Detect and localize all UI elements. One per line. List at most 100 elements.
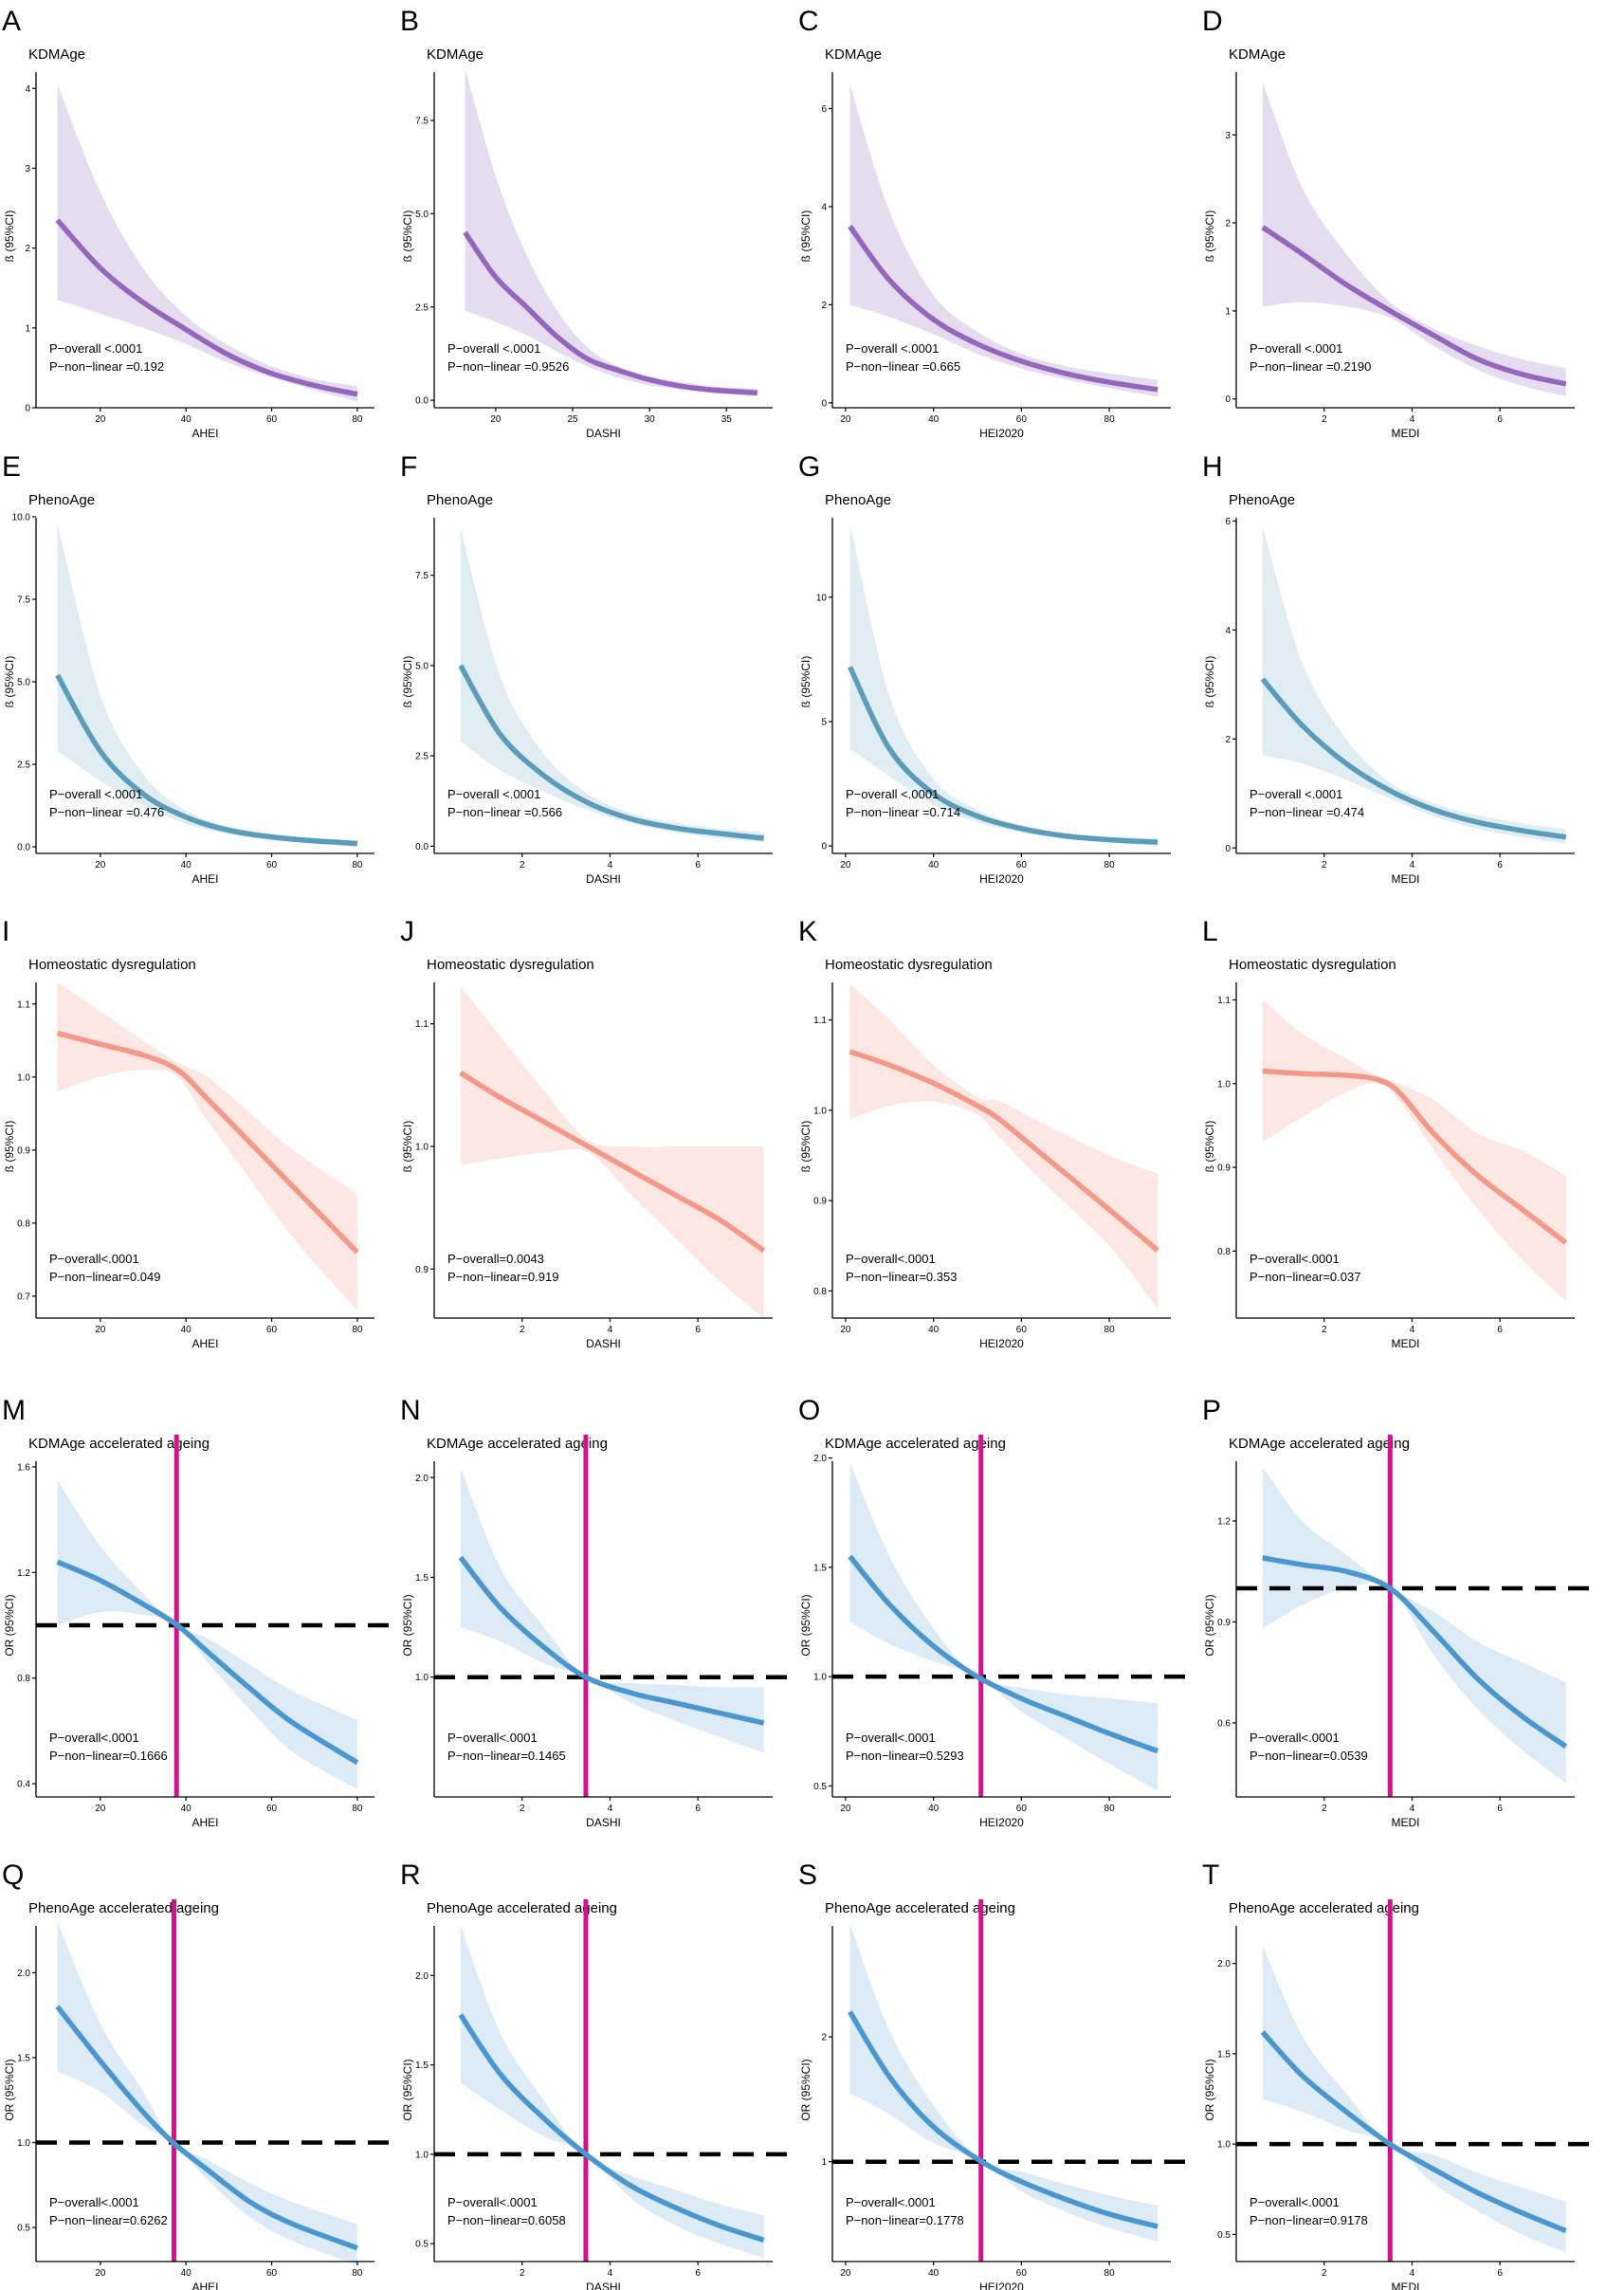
- y-tick-label: 0.5: [1217, 2230, 1231, 2241]
- x-tick-label: 40: [928, 1804, 940, 1814]
- p-overall-text: P−overall<.0001: [49, 1731, 139, 1745]
- panel-k: K Homeostatic dysregulation 0.8 0.9 1.0 1.1 20…: [798, 916, 1171, 1350]
- x-axis-title: DASHI: [586, 872, 621, 886]
- y-tick-label: 1.0: [415, 1143, 429, 1153]
- panel-letter: J: [400, 916, 414, 947]
- panel-letter: O: [798, 1395, 820, 1426]
- y-axis-title: ß (95%CI): [401, 656, 414, 708]
- ci-band: [1262, 1467, 1566, 1784]
- ci-band: [57, 1479, 357, 1789]
- panel-title: PhenoAge accelerated ageing: [427, 1900, 617, 1916]
- y-axis-title: ß (95%CI): [799, 656, 812, 708]
- y-tick-label: 7.5: [17, 595, 30, 605]
- y-axis-title: ß (95%CI): [1203, 656, 1216, 708]
- y-tick-label: 3: [25, 164, 30, 174]
- x-tick-label: 35: [721, 414, 733, 425]
- panel-c: C KDMAge 0 2 4 6 20 40 60 80 HEI2020 ß (95%CI) P−ove…: [798, 6, 1171, 440]
- y-tick-label: 1.1: [17, 999, 30, 1010]
- x-axis-title: AHEI: [192, 427, 218, 440]
- p-overall-text: P−overall<.0001: [447, 2195, 538, 2209]
- estimate-curve: [848, 666, 1159, 845]
- x-tick-label: 2: [1322, 2268, 1327, 2279]
- x-tick-label: 60: [266, 1804, 278, 1814]
- y-tick-label: 1.1: [1217, 996, 1231, 1006]
- x-tick-label: 80: [352, 1804, 363, 1814]
- x-tick-label: 20: [840, 1804, 851, 1814]
- y-tick-label: 10: [816, 593, 828, 603]
- x-axis-title: AHEI: [192, 872, 218, 886]
- p-nonlinear-text: P−non−linear =0.566: [447, 805, 562, 819]
- p-nonlinear-text: P−non−linear =0.476: [49, 805, 164, 819]
- y-tick-label: 1.5: [17, 2053, 30, 2063]
- y-tick-label: 1.2: [1217, 1516, 1231, 1527]
- ci-band: [57, 981, 357, 1311]
- x-tick-label: 40: [181, 860, 192, 870]
- estimate-curve: [56, 1559, 359, 1766]
- ci-band: [1262, 82, 1566, 396]
- ci-band: [849, 1924, 1159, 2242]
- y-tick-label: 2.0: [813, 1454, 827, 1464]
- estimate-curve: [1260, 2030, 1567, 2234]
- y-tick-label: 0: [821, 398, 827, 409]
- y-tick-label: 2.0: [1217, 1959, 1231, 1969]
- panel-title: Homeostatic dysregulation: [427, 957, 594, 973]
- p-nonlinear-text: P−non−linear=0.037: [1250, 1270, 1360, 1284]
- y-tick-label: 6: [1225, 517, 1231, 527]
- y-tick-label: 5.0: [415, 661, 429, 671]
- x-tick-label: 30: [645, 414, 656, 425]
- estimate-curve: [848, 225, 1159, 393]
- p-nonlinear-text: P−non−linear=0.1666: [49, 1749, 168, 1763]
- y-tick-label: 4: [1225, 626, 1231, 636]
- y-tick-label: 1.0: [1217, 2140, 1231, 2151]
- estimate-curve: [463, 230, 758, 396]
- p-overall-text: P−overall<.0001: [846, 2195, 936, 2209]
- estimate-curve: [1260, 677, 1567, 840]
- y-axis-title: ß (95%CI): [3, 211, 16, 263]
- y-tick-label: 0: [25, 404, 30, 414]
- x-tick-label: 40: [928, 2268, 940, 2279]
- estimate-curve: [55, 2005, 358, 2251]
- x-tick-label: 80: [1104, 2268, 1116, 2279]
- x-tick-label: 20: [95, 2268, 106, 2279]
- p-overall-text: P−overall<.0001: [1250, 1252, 1340, 1266]
- panel-g: G PhenoAge 0 5 10 20 40 60 80 HEI2020 ß (95%CI) P−o…: [798, 451, 1171, 886]
- x-axis-title: HEI2020: [979, 1816, 1024, 1829]
- y-axis-title: ß (95%CI): [3, 656, 16, 708]
- ci-band: [460, 1925, 764, 2259]
- y-tick-label: 2: [821, 2033, 827, 2043]
- y-tick-label: 0: [1225, 394, 1231, 405]
- y-tick-label: 0.0: [415, 396, 429, 407]
- panel-title: PhenoAge: [427, 492, 493, 508]
- x-tick-label: 20: [95, 1804, 106, 1814]
- panel-letter: M: [2, 1395, 26, 1426]
- panel-letter: T: [1202, 1859, 1219, 1891]
- x-tick-label: 20: [840, 1325, 851, 1335]
- y-tick-label: 0.8: [17, 1218, 30, 1229]
- y-axis-title: OR (95%CI): [799, 2059, 812, 2120]
- x-tick-label: 2: [520, 860, 525, 870]
- x-tick-label: 40: [181, 2268, 192, 2279]
- x-tick-label: 60: [1016, 1325, 1028, 1335]
- y-tick-label: 0.8: [17, 1674, 30, 1684]
- y-axis-title: ß (95%CI): [401, 1121, 414, 1173]
- panel-title: KDMAge accelerated ageing: [28, 1436, 210, 1452]
- x-tick-label: 20: [840, 860, 851, 870]
- panel-o: O KDMAge accelerated ageing 0.5 1.0 1.5 2.0 20…: [798, 1395, 1193, 1829]
- x-tick-label: 2: [520, 2268, 525, 2279]
- y-tick-label: 2.0: [415, 1474, 429, 1484]
- panel-d: D KDMAge 0 1 2 3 2 4 6 MEDI ß (95%CI) P−overall <.0…: [1202, 6, 1575, 440]
- y-tick-label: 0.9: [813, 1197, 827, 1207]
- x-tick-label: 25: [567, 414, 578, 425]
- x-tick-label: 60: [1016, 1804, 1028, 1814]
- panel-letter: Q: [2, 1859, 24, 1891]
- x-tick-label: 2: [1322, 1325, 1327, 1335]
- y-tick-label: 2.5: [415, 752, 429, 762]
- y-tick-label: 1.0: [415, 2150, 429, 2160]
- panel-title: PhenoAge: [1229, 492, 1295, 508]
- y-tick-label: 5.0: [17, 678, 30, 688]
- y-axis-title: OR (95%CI): [3, 2059, 16, 2120]
- p-overall-text: P−overall <.0001: [49, 341, 142, 356]
- ci-band: [849, 983, 1159, 1310]
- p-nonlinear-text: P−non−linear=0.6262: [49, 2213, 168, 2227]
- x-tick-label: 60: [1016, 2268, 1028, 2279]
